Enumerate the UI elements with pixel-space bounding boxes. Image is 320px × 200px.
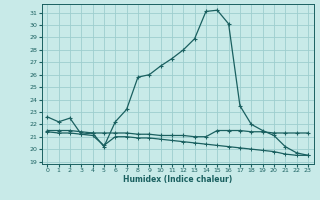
X-axis label: Humidex (Indice chaleur): Humidex (Indice chaleur)	[123, 175, 232, 184]
